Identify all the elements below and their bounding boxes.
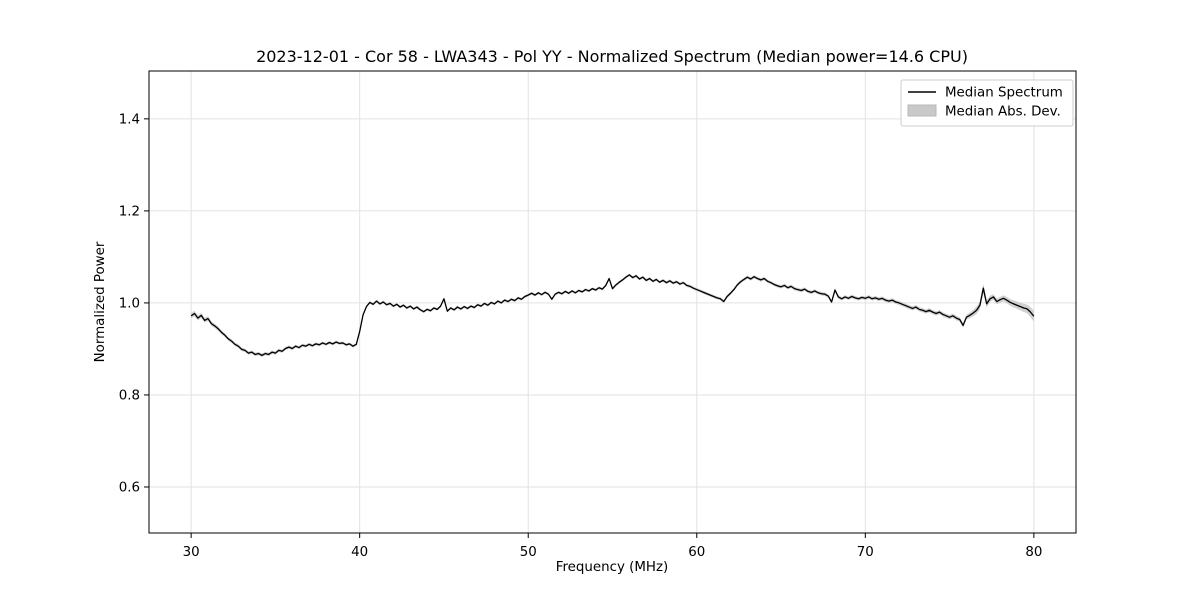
tick-marks [144, 118, 1035, 538]
plot-area [149, 71, 1076, 533]
legend-patch-sample-icon [907, 104, 937, 117]
grid-lines [149, 71, 1076, 533]
x-axis-label: Frequency (MHz) [556, 560, 669, 575]
axes-frame [148, 70, 1077, 534]
chart-title: 2023-12-01 - Cor 58 - LWA343 - Pol YY - … [256, 47, 968, 66]
y-tick-labels: 0.6 0.8 1.0 1.2 1.4 [119, 112, 140, 495]
legend-entry-median-abs-dev: Median Abs. Dev. [945, 105, 1061, 120]
x-tick-label: 60 [688, 545, 705, 560]
x-tick-label: 70 [857, 545, 874, 560]
x-tick-label: 80 [1025, 545, 1042, 560]
x-tick-labels: 30 40 50 60 70 80 [183, 545, 1043, 560]
legend-box [900, 79, 1074, 127]
y-tick-label: 1.4 [119, 112, 140, 127]
spectrum-line [190, 274, 1035, 357]
y-tick-label: 0.8 [119, 388, 140, 403]
legend-entry-median-spectrum: Median Spectrum [945, 86, 1063, 101]
y-tick-label: 1.2 [119, 204, 140, 219]
y-axis-label: Normalized Power [93, 241, 108, 362]
legend: Median Spectrum Median Abs. Dev. [900, 79, 1074, 127]
x-tick-label: 50 [520, 545, 537, 560]
y-tick-label: 1.0 [119, 296, 140, 311]
x-tick-label: 30 [183, 545, 200, 560]
x-tick-label: 40 [351, 545, 368, 560]
y-tick-label: 0.6 [119, 480, 140, 495]
